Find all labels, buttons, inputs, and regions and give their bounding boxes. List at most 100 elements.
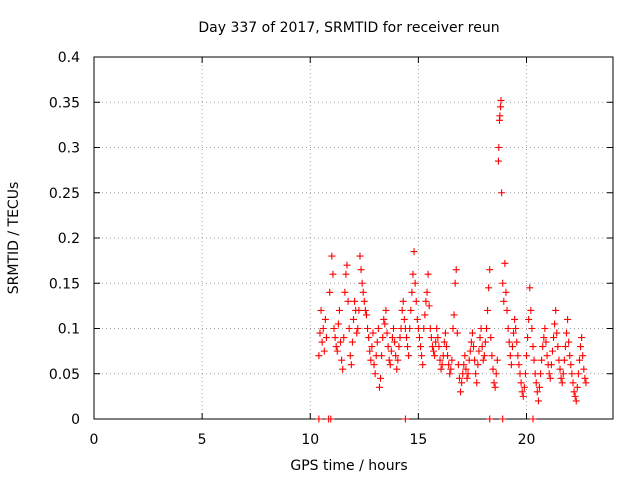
data-point xyxy=(359,288,367,296)
data-point xyxy=(437,365,445,373)
data-point xyxy=(527,306,535,314)
data-point xyxy=(570,388,578,396)
data-point xyxy=(553,329,561,337)
data-point xyxy=(529,415,537,423)
data-point xyxy=(399,297,407,305)
data-point xyxy=(448,356,456,364)
data-point xyxy=(540,334,548,342)
data-point xyxy=(489,365,497,373)
data-point xyxy=(505,338,513,346)
data-point xyxy=(341,288,349,296)
data-point xyxy=(331,334,339,342)
data-point xyxy=(580,365,588,373)
data-point xyxy=(546,374,554,382)
data-point xyxy=(500,297,508,305)
x-tick-label: 20 xyxy=(518,432,536,448)
data-point xyxy=(319,325,327,332)
y-tick-label: 0.25 xyxy=(49,186,80,202)
data-point xyxy=(378,352,386,360)
data-point xyxy=(446,370,454,378)
data-point xyxy=(391,338,399,346)
data-point xyxy=(493,356,501,364)
data-point xyxy=(407,306,415,314)
data-point xyxy=(447,365,455,373)
data-point xyxy=(492,370,500,378)
data-point xyxy=(486,415,494,423)
data-point xyxy=(371,370,379,378)
data-point xyxy=(415,334,423,342)
data-point xyxy=(569,379,577,387)
data-point xyxy=(343,261,351,269)
data-point xyxy=(401,415,409,423)
data-point xyxy=(375,383,383,391)
data-point xyxy=(333,347,341,355)
data-point xyxy=(421,311,429,319)
data-point xyxy=(410,248,418,256)
data-point xyxy=(358,279,366,287)
data-point xyxy=(502,288,510,296)
data-point xyxy=(428,343,436,351)
x-tick-label: 5 xyxy=(198,432,207,448)
data-point xyxy=(529,343,537,351)
data-point xyxy=(560,356,568,364)
data-point xyxy=(581,374,589,382)
data-point xyxy=(451,279,459,287)
data-point xyxy=(514,352,522,360)
data-point xyxy=(404,343,412,351)
data-point xyxy=(408,288,416,296)
data-point xyxy=(356,252,364,260)
data-point xyxy=(565,338,573,346)
data-point xyxy=(568,370,576,378)
data-point xyxy=(513,338,521,346)
data-point xyxy=(360,297,368,305)
data-point xyxy=(567,361,575,369)
data-point xyxy=(534,397,542,405)
data-point xyxy=(475,347,483,355)
data-point xyxy=(348,338,356,346)
data-point xyxy=(497,103,505,111)
data-point xyxy=(525,315,533,323)
data-point xyxy=(479,356,487,364)
data-point xyxy=(400,315,408,323)
data-point xyxy=(340,334,348,342)
data-point xyxy=(528,325,536,332)
data-point xyxy=(457,388,465,396)
data-point xyxy=(335,306,343,314)
data-point xyxy=(427,334,435,342)
data-point xyxy=(517,379,525,387)
data-point xyxy=(330,325,338,332)
data-point xyxy=(350,315,357,323)
data-point xyxy=(524,334,532,342)
data-point xyxy=(470,343,478,351)
data-point xyxy=(347,361,355,369)
data-point xyxy=(453,329,461,337)
x-axis-label: GPS time / hours xyxy=(290,458,407,474)
data-point xyxy=(518,388,526,396)
data-point xyxy=(530,356,538,364)
data-point xyxy=(564,315,572,323)
y-tick-label: 0.35 xyxy=(49,95,80,111)
data-point xyxy=(393,365,401,373)
data-point xyxy=(547,361,555,369)
data-point xyxy=(425,302,433,310)
data-point xyxy=(329,270,337,278)
data-point xyxy=(556,365,564,373)
data-point xyxy=(355,306,363,314)
data-point xyxy=(572,397,580,405)
y-tick-label: 0.1 xyxy=(58,322,80,338)
data-point xyxy=(474,361,482,369)
data-point xyxy=(385,356,393,364)
data-point xyxy=(554,343,562,351)
data-point xyxy=(396,334,404,342)
data-point xyxy=(436,356,444,364)
data-point xyxy=(535,383,543,391)
data-point xyxy=(577,343,585,351)
data-point xyxy=(395,343,403,351)
data-point xyxy=(507,361,515,369)
data-point xyxy=(543,352,551,360)
data-point xyxy=(539,343,547,351)
data-point xyxy=(582,379,590,387)
data-point xyxy=(354,325,362,332)
data-point xyxy=(452,266,460,274)
y-tick-label: 0.15 xyxy=(49,276,80,292)
